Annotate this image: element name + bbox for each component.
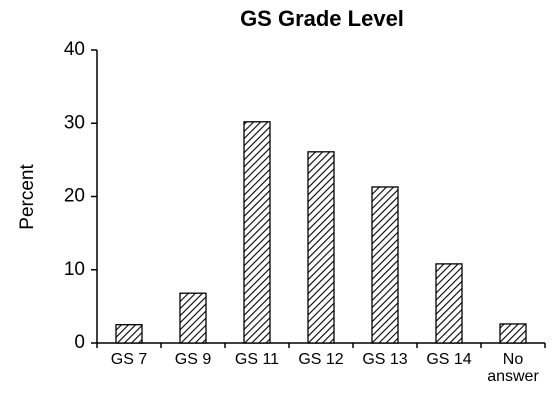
y-tick-label: 40 (64, 39, 85, 60)
x-tick-label: GS 11 (234, 351, 280, 368)
x-tick-label: GS 12 (298, 351, 344, 368)
bar (115, 324, 143, 344)
y-tick-label: 20 (64, 186, 85, 207)
y-tick-label: 30 (64, 112, 85, 133)
x-tick-label: GS 7 (110, 351, 148, 368)
y-tick-label: 0 (74, 332, 85, 353)
x-tick-label: GS 14 (426, 351, 472, 368)
x-tick-label: GS 13 (362, 351, 408, 368)
x-tick-label: GS 9 (174, 351, 212, 368)
bar (371, 186, 399, 344)
bar (307, 151, 335, 344)
x-tick-label: No answer (487, 351, 539, 385)
bar (243, 121, 271, 344)
bar (179, 292, 207, 344)
bar (499, 323, 527, 344)
y-tick-label: 10 (64, 259, 85, 280)
bar (435, 263, 463, 344)
y-axis-label: Percent (17, 164, 38, 230)
chart-title: GS Grade Level (240, 6, 404, 31)
